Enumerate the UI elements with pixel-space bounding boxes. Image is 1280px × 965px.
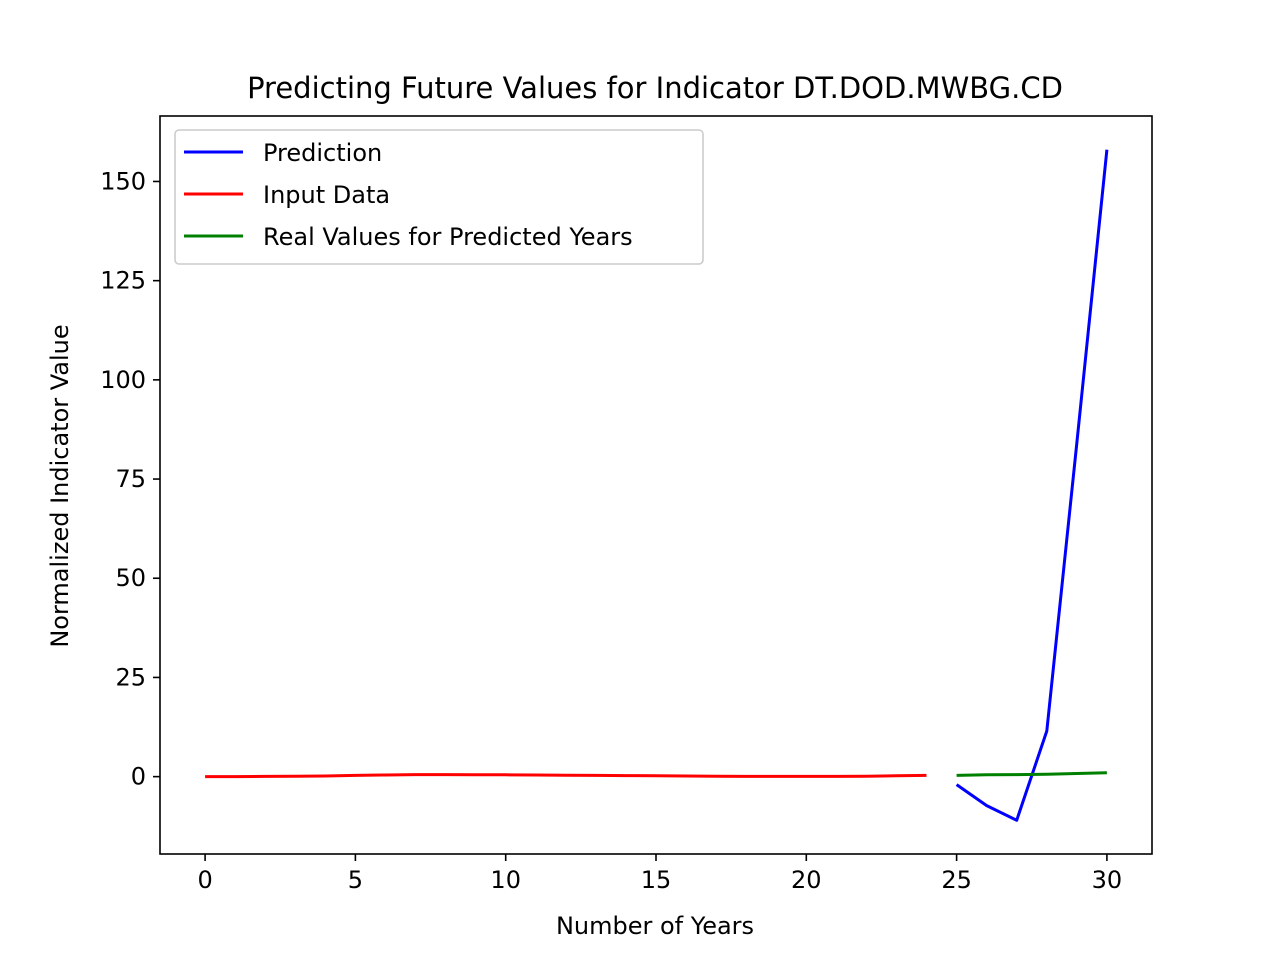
x-tick-label: 20 — [791, 866, 822, 894]
x-tick-label: 15 — [641, 866, 672, 894]
legend-box — [174, 129, 704, 265]
y-tick-label: 75 — [115, 465, 146, 493]
legend-label-2: Real Values for Predicted Years — [263, 223, 633, 251]
y-tick-label: 25 — [115, 663, 146, 691]
x-axis-label: Number of Years — [556, 912, 754, 940]
legend: Prediction Input Data Real Values for Pred… — [174, 129, 704, 265]
x-tick-label: 5 — [348, 866, 363, 894]
x-tick-label: 30 — [1092, 866, 1123, 894]
x-tick-label: 0 — [197, 866, 212, 894]
axes-layer: 0 5 10 15 20 25 30 0 25 50 75 100 125 150 — [100, 115, 1153, 894]
series-line-2 — [956, 771, 1107, 777]
x-tick-label: 25 — [941, 866, 972, 894]
legend-label-0: Prediction — [263, 139, 382, 167]
y-tick-label: 50 — [115, 564, 146, 592]
y-axis-label: Normalized Indicator Value — [46, 324, 74, 647]
y-tick-label: 0 — [131, 763, 146, 791]
series-line-1 — [205, 773, 927, 779]
x-tick-label: 10 — [490, 866, 521, 894]
chart-title: Predicting Future Values for Indicator D… — [247, 71, 1063, 105]
y-tick-label: 100 — [100, 366, 146, 394]
y-tick-label: 150 — [100, 167, 146, 195]
plot-layer — [205, 149, 1109, 822]
legend-label-1: Input Data — [263, 181, 390, 209]
y-tick-label: 125 — [100, 267, 146, 295]
